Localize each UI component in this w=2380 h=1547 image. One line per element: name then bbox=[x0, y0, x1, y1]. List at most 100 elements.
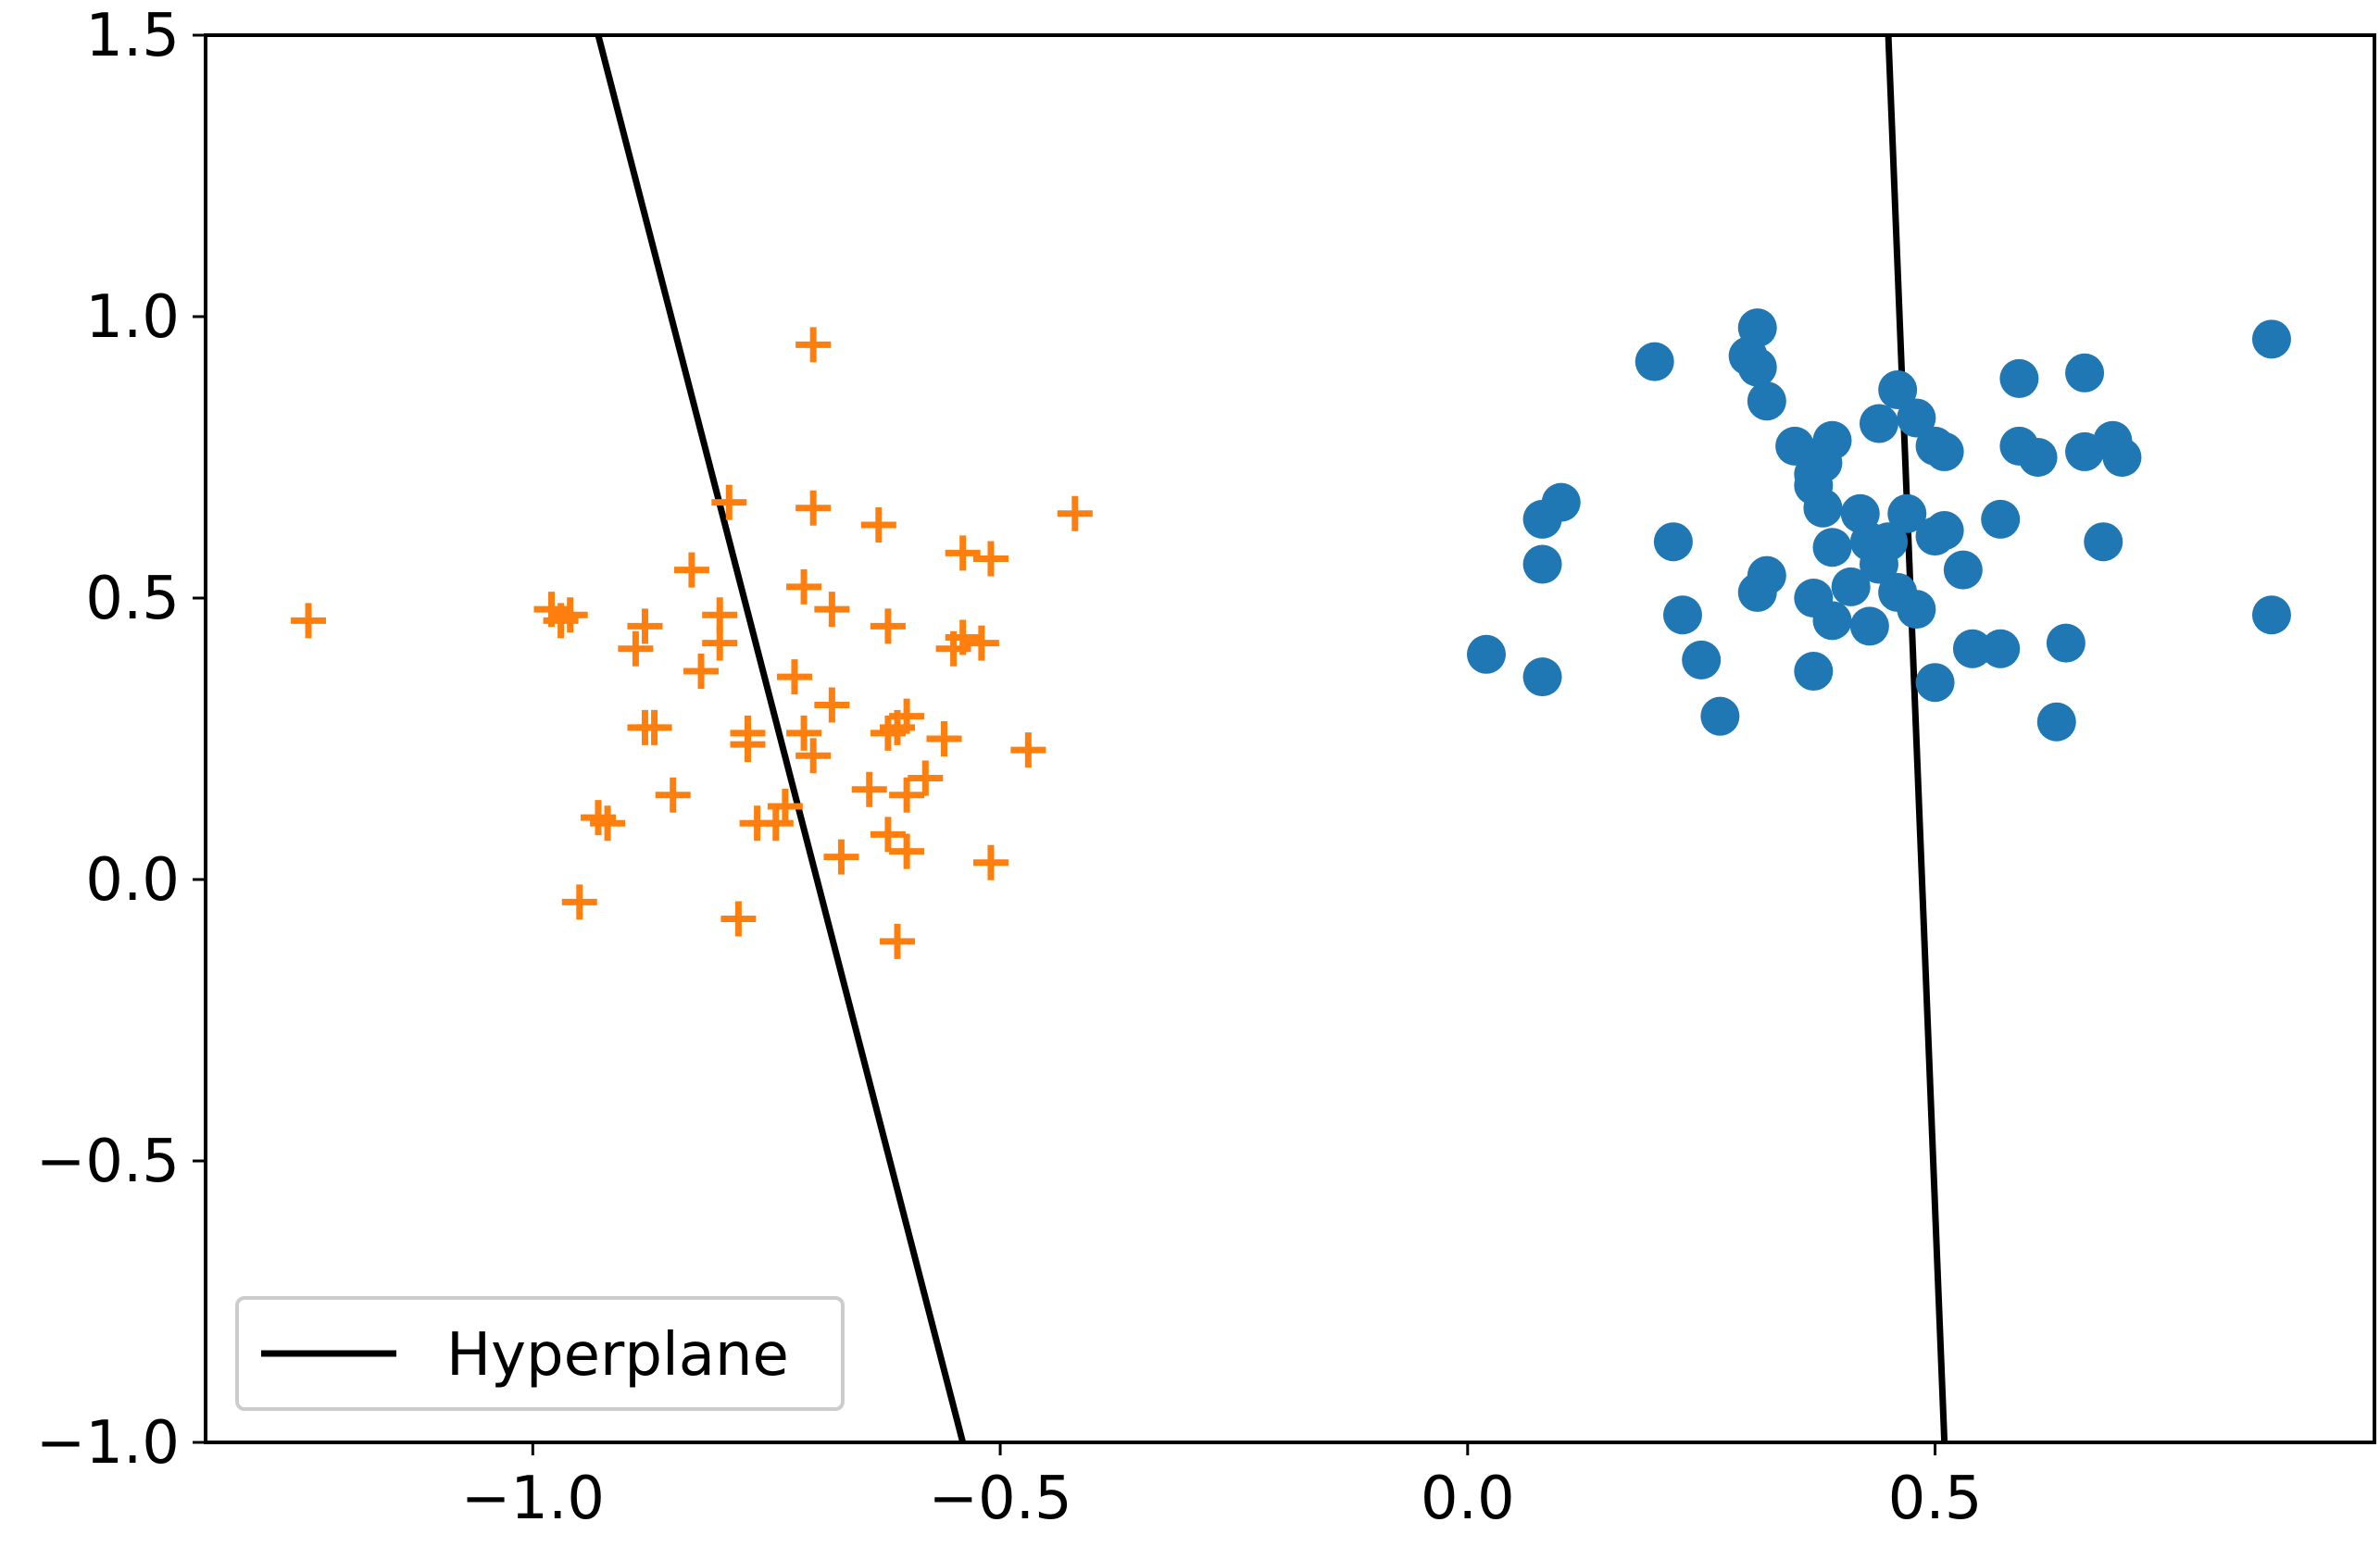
point-plus bbox=[889, 777, 925, 813]
point-plus bbox=[870, 817, 906, 853]
point-plus bbox=[1057, 495, 1093, 531]
point-plus bbox=[851, 771, 887, 807]
x-tick-label: 0.5 bbox=[1888, 1465, 1983, 1533]
point-circle bbox=[1522, 657, 1562, 697]
point-plus bbox=[627, 608, 663, 644]
axis-ticks: −1.0 −0.5 0.0 0.5 −1.0 −0.5 0.0 0.5 1.0 1.5 bbox=[36, 2, 1983, 1533]
point-plus bbox=[655, 777, 691, 813]
point-plus bbox=[823, 839, 859, 875]
point-plus bbox=[795, 738, 832, 774]
point-plus bbox=[795, 327, 832, 363]
point-circle bbox=[2084, 522, 2123, 562]
point-circle bbox=[1812, 528, 1852, 568]
point-circle bbox=[1897, 590, 1936, 630]
point-circle bbox=[1653, 522, 1693, 562]
plot-frame bbox=[204, 33, 2376, 1444]
point-circle bbox=[2018, 438, 2058, 477]
point-circle bbox=[1859, 404, 1898, 443]
point-circle bbox=[1522, 544, 1562, 584]
point-circle bbox=[1897, 398, 1936, 438]
point-circle bbox=[1887, 493, 1927, 533]
point-plus bbox=[880, 923, 916, 959]
point-plus bbox=[711, 484, 747, 520]
point-circle bbox=[1924, 511, 1964, 551]
y-tick-label: −0.5 bbox=[36, 1128, 180, 1196]
x-tick-label: −0.5 bbox=[928, 1465, 1071, 1533]
x-tick-label: −1.0 bbox=[461, 1465, 605, 1533]
point-circle bbox=[1999, 358, 2039, 398]
point-plus bbox=[908, 760, 944, 796]
y-tick-label: 0.0 bbox=[85, 846, 180, 915]
point-circle bbox=[1541, 482, 1581, 522]
point-plus bbox=[860, 506, 896, 543]
point-plus bbox=[786, 568, 822, 605]
point-circle bbox=[1924, 431, 1964, 471]
point-circle bbox=[1981, 499, 2021, 539]
point-circle bbox=[1849, 606, 1889, 646]
point-circle bbox=[1794, 652, 1834, 692]
point-plus bbox=[945, 535, 981, 571]
point-circle bbox=[2251, 595, 2291, 635]
point-circle bbox=[1747, 381, 1786, 421]
point-plus bbox=[767, 788, 803, 824]
y-tick-label: 1.0 bbox=[85, 283, 180, 352]
hyperplane-lines bbox=[595, 34, 1948, 1443]
point-circle bbox=[1943, 550, 1983, 590]
point-plus bbox=[945, 619, 981, 655]
point-plus bbox=[786, 715, 822, 751]
x-tick-label: 0.0 bbox=[1421, 1465, 1515, 1533]
point-circle bbox=[1831, 567, 1871, 606]
point-circle bbox=[1775, 426, 1815, 466]
point-plus bbox=[720, 901, 757, 937]
point-plus bbox=[673, 552, 709, 588]
point-circle bbox=[2251, 319, 2291, 359]
point-circle bbox=[1700, 696, 1740, 736]
point-plus bbox=[814, 687, 850, 723]
point-circle bbox=[1981, 629, 2021, 668]
point-plus bbox=[889, 833, 925, 869]
point-plus bbox=[814, 592, 850, 628]
y-tick-label: −1.0 bbox=[36, 1409, 180, 1478]
y-tick-label: 1.5 bbox=[85, 2, 180, 70]
data-points bbox=[291, 308, 2291, 959]
point-plus bbox=[618, 630, 654, 667]
point-circle bbox=[1635, 342, 1674, 381]
point-circle bbox=[2036, 702, 2076, 742]
point-circle bbox=[2065, 353, 2105, 393]
point-plus bbox=[552, 597, 588, 633]
point-plus bbox=[870, 608, 906, 644]
legend-box bbox=[235, 1296, 845, 1411]
point-plus bbox=[963, 625, 999, 661]
point-plus bbox=[702, 625, 738, 661]
point-circle bbox=[1915, 663, 1955, 703]
hyperplane-line-1 bbox=[595, 34, 967, 1443]
point-circle bbox=[1662, 595, 1702, 635]
legend: Hyperplane bbox=[235, 1296, 845, 1411]
point-plus bbox=[561, 884, 597, 920]
point-circle bbox=[1682, 640, 1722, 680]
point-plus bbox=[590, 805, 626, 842]
point-plus bbox=[926, 721, 962, 756]
point-circle bbox=[2046, 623, 2086, 663]
point-circle bbox=[2102, 438, 2142, 477]
point-plus bbox=[776, 659, 812, 695]
point-plus bbox=[889, 698, 925, 734]
point-plus bbox=[683, 654, 720, 690]
y-tick-label: 0.5 bbox=[85, 565, 180, 633]
point-circle bbox=[1747, 555, 1786, 595]
point-plus bbox=[795, 490, 832, 526]
point-circle bbox=[1803, 488, 1843, 528]
point-plus bbox=[972, 844, 1008, 880]
point-plus bbox=[972, 541, 1008, 577]
point-circle bbox=[1812, 601, 1852, 641]
point-plus bbox=[1010, 732, 1046, 768]
point-circle bbox=[1869, 522, 1909, 562]
point-circle bbox=[1812, 420, 1852, 460]
legend-label-hyperplane: Hyperplane bbox=[446, 1321, 789, 1390]
point-plus bbox=[291, 603, 327, 639]
point-circle bbox=[1466, 634, 1506, 674]
point-circle bbox=[1737, 308, 1777, 348]
point-circle bbox=[1952, 629, 1992, 668]
point-circle bbox=[1737, 347, 1777, 387]
